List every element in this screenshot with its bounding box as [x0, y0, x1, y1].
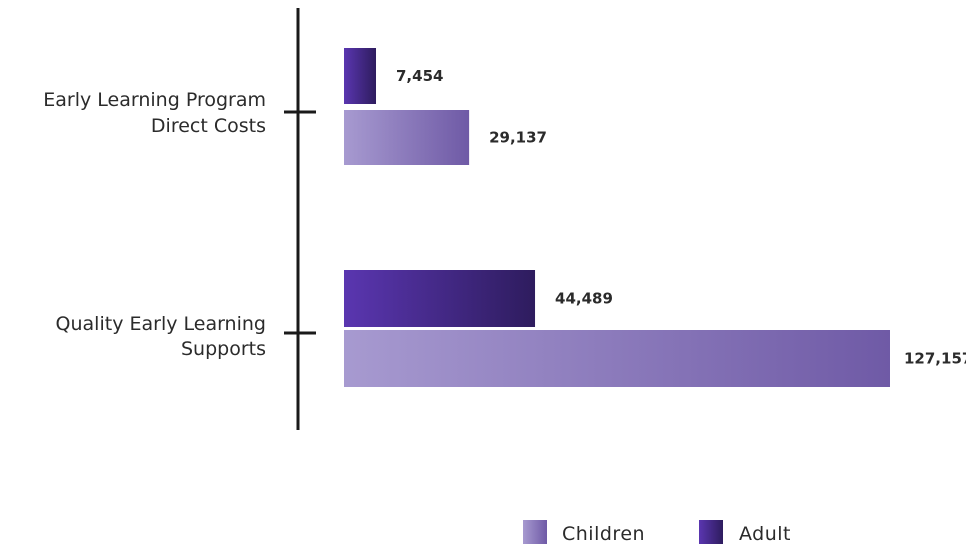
data-label-adult: 44,489: [555, 290, 613, 308]
bar-children: [344, 330, 890, 387]
data-label-children: 127,157: [904, 350, 966, 368]
category-label: Direct Costs: [151, 115, 266, 137]
bar-adult: [344, 48, 377, 104]
category-label: Quality Early Learning: [56, 313, 266, 335]
legend-label-adult: Adult: [739, 523, 791, 545]
data-label-adult: 7,454: [396, 67, 443, 85]
legend-label-children: Children: [562, 523, 645, 545]
legend-swatch-children: [523, 520, 547, 544]
category-label: Supports: [181, 338, 266, 360]
category-label: Early Learning Program: [43, 89, 266, 111]
data-label-children: 29,137: [489, 129, 547, 147]
bar-children: [344, 110, 470, 165]
bar-adult: [344, 270, 536, 327]
legend-swatch-adult: [699, 520, 723, 544]
